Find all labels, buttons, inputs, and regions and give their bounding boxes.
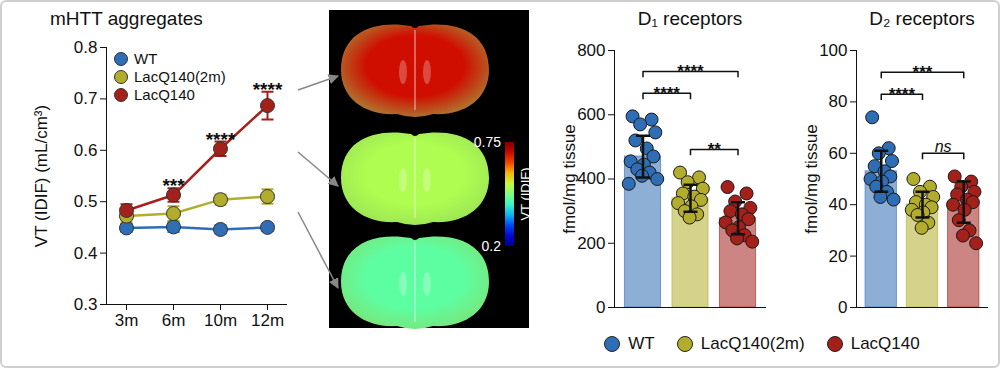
svg-text:****: ****	[206, 129, 236, 150]
svg-text:0.3: 0.3	[74, 295, 98, 314]
svg-text:****: ****	[889, 85, 916, 104]
svg-text:VT (IDIF): VT (IDIF)	[518, 167, 533, 220]
html-text:D₁ receptors: D₁ receptors	[637, 8, 743, 29]
svg-text:****: ****	[253, 79, 283, 100]
svg-text:400: 400	[577, 169, 605, 188]
svg-text:0.75: 0.75	[474, 134, 501, 150]
html-text:WT: WT	[134, 50, 158, 67]
svg-text:12m: 12m	[251, 311, 284, 330]
svg-text:fmol/mg tissue: fmol/mg tissue	[560, 124, 579, 234]
svg-text:0.8: 0.8	[74, 38, 98, 57]
svg-text:3m: 3m	[115, 311, 139, 330]
svg-text:fmol/mg tissue: fmol/mg tissue	[802, 124, 821, 234]
html-text:LacQ140: LacQ140	[850, 334, 920, 353]
svg-text:200: 200	[577, 234, 605, 253]
svg-text:****: ****	[654, 84, 681, 103]
svg-text:***: ***	[913, 63, 933, 82]
svg-text:6m: 6m	[162, 311, 186, 330]
svg-text:100: 100	[819, 41, 847, 60]
svg-text:600: 600	[577, 105, 605, 124]
svg-text:ns: ns	[935, 138, 952, 155]
svg-text:VT (IDIF) (mL/cm³): VT (IDIF) (mL/cm³)	[32, 105, 51, 247]
svg-text:0.7: 0.7	[74, 89, 98, 108]
svg-text:80: 80	[829, 92, 848, 111]
svg-text:0: 0	[596, 298, 605, 317]
html-text:LacQ140(2m): LacQ140(2m)	[700, 334, 805, 353]
svg-text:0.6: 0.6	[74, 141, 98, 160]
html-text:D₂ receptors: D₂ receptors	[869, 8, 975, 29]
svg-text:0.4: 0.4	[74, 244, 98, 263]
svg-text:0.2: 0.2	[482, 238, 502, 254]
svg-text:20: 20	[829, 247, 848, 266]
svg-text:800: 800	[577, 41, 605, 60]
svg-text:10m: 10m	[204, 311, 237, 330]
svg-text:0.5: 0.5	[74, 192, 98, 211]
svg-text:****: ****	[677, 62, 704, 81]
html-text:mHTT aggregates: mHTT aggregates	[50, 8, 203, 29]
svg-text:0: 0	[838, 298, 847, 317]
html-text:LacQ140: LacQ140	[134, 86, 195, 103]
svg-text:***: ***	[162, 175, 185, 196]
svg-text:**: **	[708, 140, 722, 159]
html-text:WT: WT	[628, 334, 655, 353]
html-text:LacQ140(2m): LacQ140(2m)	[134, 68, 226, 85]
svg-text:60: 60	[829, 144, 848, 163]
svg-text:40: 40	[829, 195, 848, 214]
